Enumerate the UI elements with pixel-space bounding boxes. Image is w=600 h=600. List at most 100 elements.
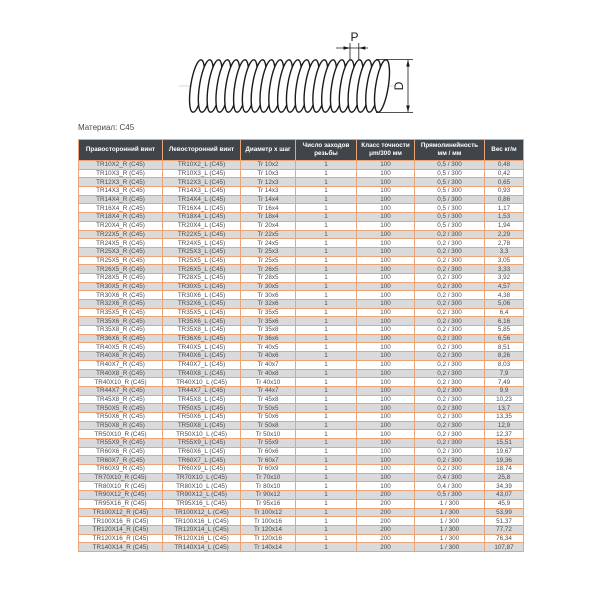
cell-diameter-pitch: Tr 40x7 [240,359,296,370]
cell-diameter-pitch: Tr 16x4 [240,203,296,214]
cell-weight: 1,17 [484,203,524,214]
cell-diameter-pitch: Tr 25x5 [240,255,296,266]
table-row: TR70X10_R (C45) TR70X10_L (C45) Tr 70x10… [78,472,524,483]
cell-weight: 19,36 [484,455,524,466]
cell-straightness: 0,2 / 300 [414,446,485,457]
cell-right-screw: TR90X12_R (C45) [78,490,163,500]
cell-diameter-pitch: Tr 55x9 [240,438,296,448]
cell-thread-starts: 1 [295,394,357,405]
cell-weight: 15,51 [484,438,524,448]
cell-diameter-pitch: Tr 45x8 [240,394,296,405]
cell-thread-starts: 1 [295,385,357,396]
cell-straightness: 0,2 / 300 [414,238,485,248]
table-row: TR100X16_R (C45) TR100X16_L (C45) Tr 100… [78,516,524,526]
cell-thread-starts: 1 [295,299,357,309]
table-row: TR25X3_R (C45) TR25X3_L (C45) Tr 25x3 1 … [78,246,524,257]
cell-weight: 3,3 [484,246,524,257]
cell-diameter-pitch: Tr 14x3 [240,186,296,196]
cell-left-screw: TR18X4_L (C45) [162,212,241,222]
cell-thread-starts: 1 [295,411,357,422]
table-row: TR35X8_R (C45) TR35X8_L (C45) Tr 35x8 1 … [78,325,524,335]
table-row: TR40X7_R (C45) TR40X7_L (C45) Tr 40x7 1 … [78,359,524,370]
table-row: TR40X10_R (C45) TR40X10_L (C45) Tr 40x10… [78,377,524,387]
table-row: TR18X4_R (C45) TR18X4_L (C45) Tr 18x4 1 … [78,212,524,222]
cell-right-screw: TR30X6_R (C45) [78,290,163,300]
table-header: Правосторонний винт Левосторонний винт Диа… [78,139,524,161]
cell-accuracy-class: 100 [356,290,415,300]
cell-straightness: 0,2 / 300 [414,394,485,405]
cell-right-screw: TR24X5_R (C45) [78,238,163,248]
diameter-dimension [376,59,413,113]
cell-diameter-pitch: Tr 14x4 [240,194,296,205]
cell-accuracy-class: 100 [356,246,415,257]
cell-weight: 2,29 [484,229,524,240]
cell-left-screw: TR30X6_L (C45) [162,290,241,300]
cell-weight: 3,33 [484,264,524,274]
table-row: TR35X6_R (C45) TR35X6_L (C45) Tr 35x6 1 … [78,316,524,327]
cell-thread-starts: 1 [295,168,357,179]
cell-weight: 51,37 [484,516,524,526]
cell-accuracy-class: 100 [356,394,415,405]
cell-left-screw: TR10X3_L (C45) [162,168,241,179]
cell-thread-starts: 1 [295,472,357,483]
cell-diameter-pitch: Tr 140x14 [240,542,296,552]
cell-accuracy-class: 100 [356,351,415,361]
cell-accuracy-class: 100 [356,385,415,396]
cell-accuracy-class: 100 [356,272,415,283]
cell-accuracy-class: 100 [356,264,415,274]
cell-straightness: 0,2 / 300 [414,368,485,379]
cell-thread-starts: 1 [295,464,357,474]
cell-diameter-pitch: Tr 40x6 [240,351,296,361]
cell-right-screw: TR40X5_R (C45) [78,342,163,353]
cell-straightness: 0,2 / 300 [414,325,485,335]
table-row: TR40X8_R (C45) TR40X8_L (C45) Tr 40x8 1 … [78,368,524,379]
cell-left-screw: TR14X3_L (C45) [162,186,241,196]
table-row: TR40X5_R (C45) TR40X5_L (C45) Tr 40x5 1 … [78,342,524,353]
cell-thread-starts: 1 [295,507,357,518]
cell-weight: 10,23 [484,394,524,405]
cell-accuracy-class: 100 [356,342,415,353]
cell-weight: 6,56 [484,333,524,344]
cell-left-screw: TR20X4_L (C45) [162,220,241,231]
cell-left-screw: TR35X8_L (C45) [162,325,241,335]
cell-right-screw: TR14X3_R (C45) [78,186,163,196]
cell-straightness: 1 / 300 [414,516,485,526]
cell-weight: 12,37 [484,429,524,439]
cell-weight: 18,74 [484,464,524,474]
cell-diameter-pitch: Tr 40x10 [240,377,296,387]
cell-accuracy-class: 100 [356,168,415,179]
cell-right-screw: TR50X5_R (C45) [78,403,163,413]
cell-left-screw: TR35X6_L (C45) [162,316,241,327]
cell-weight: 19,67 [484,446,524,457]
cell-right-screw: TR32X6_R (C45) [78,299,163,309]
column-header: Прямолинейность мм / мм [414,139,485,161]
cell-straightness: 0,2 / 300 [414,281,485,292]
cell-straightness: 1 / 300 [414,507,485,518]
cell-straightness: 0,5 / 300 [414,194,485,205]
cell-right-screw: TR16X4_R (C45) [78,203,163,214]
table-row: TR10X2_R (C45) TR10X2_L (C45) Tr 10x2 1 … [78,160,524,170]
cell-thread-starts: 1 [295,446,357,457]
cell-left-screw: TR90X12_L (C45) [162,490,241,500]
cell-straightness: 0,5 / 300 [414,177,485,188]
cell-straightness: 0,5 / 300 [414,212,485,222]
cell-diameter-pitch: Tr 12x3 [240,177,296,188]
column-header: Число заходов резьбы [295,139,357,161]
cell-weight: 0,86 [484,194,524,205]
cell-right-screw: TR12X3_R (C45) [78,177,163,188]
table-row: TR26X5_R (C45) TR26X5_L (C45) Tr 26x5 1 … [78,264,524,274]
column-header: Правосторонний винт [78,139,163,161]
cell-right-screw: TR35X6_R (C45) [78,316,163,327]
column-header: Левосторонний винт [162,139,241,161]
cell-straightness: 1 / 300 [414,498,485,509]
cell-left-screw: TR120X14_L (C45) [162,524,241,535]
cell-weight: 12,9 [484,420,524,431]
cell-diameter-pitch: Tr 35x6 [240,316,296,327]
cell-thread-starts: 1 [295,524,357,535]
cell-diameter-pitch: Tr 95x16 [240,498,296,509]
table-row: TR120X16_R (C45) TR120X16_L (C45) Tr 120… [78,533,524,544]
cell-diameter-pitch: Tr 24x5 [240,238,296,248]
cell-accuracy-class: 100 [356,446,415,457]
cell-right-screw: TR20X4_R (C45) [78,220,163,231]
cell-thread-starts: 1 [295,325,357,335]
